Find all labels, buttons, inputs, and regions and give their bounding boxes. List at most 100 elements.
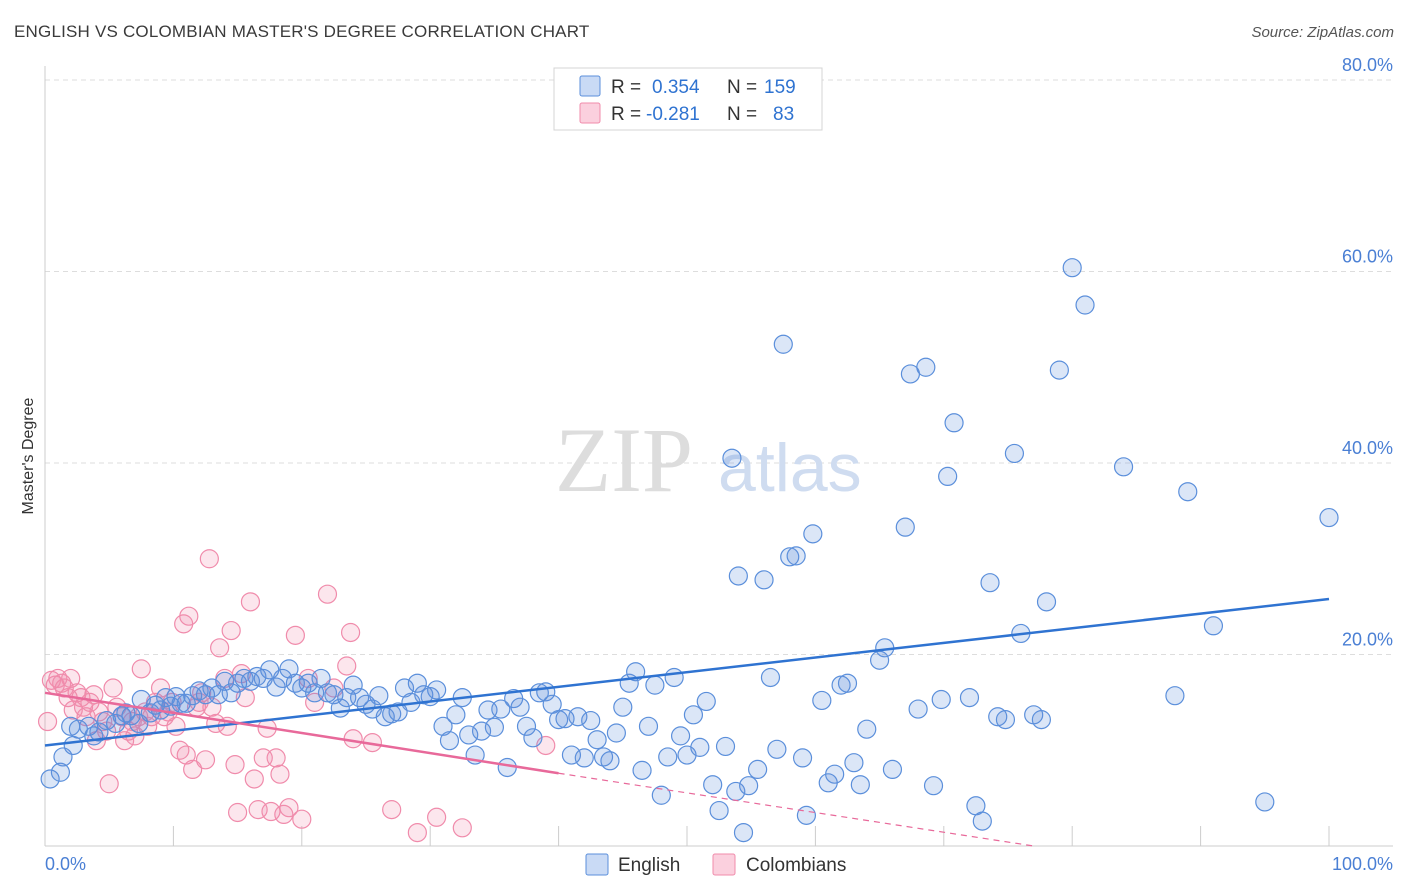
source-credit: Source: ZipAtlas.com — [1251, 24, 1394, 41]
colombians-point — [279, 798, 299, 818]
chart-title: ENGLISH VS COLOMBIAN MASTER'S DEGREE COR… — [14, 22, 590, 41]
english-point — [709, 800, 729, 821]
english-point — [298, 673, 318, 693]
english-point — [916, 357, 936, 377]
colombians-point — [340, 622, 361, 643]
english-point — [459, 725, 479, 745]
english-point — [40, 769, 60, 789]
legend-r-value-english: 0.354 — [652, 77, 700, 98]
english-point — [944, 413, 964, 433]
colombians-point — [244, 769, 264, 789]
english-point — [739, 776, 759, 796]
trend-lines — [44, 597, 1330, 847]
english-point — [1165, 686, 1185, 706]
legend-n-label-english: N = — [727, 77, 757, 98]
english-point — [63, 735, 83, 756]
colombians-point — [131, 659, 151, 679]
english-point — [995, 710, 1016, 730]
english-point — [780, 547, 800, 567]
english-point — [581, 710, 601, 731]
english-point — [471, 721, 492, 741]
legend-n-label-colombians: N = — [727, 104, 757, 125]
colombians-point — [99, 774, 119, 794]
colombians-point — [337, 656, 357, 676]
english-point — [748, 759, 768, 780]
english-point — [931, 689, 951, 710]
english-point — [613, 697, 633, 717]
bottom-legend-colombians: Colombians — [746, 855, 846, 876]
english-point — [394, 678, 415, 698]
english-point — [938, 466, 958, 487]
english-point — [696, 691, 716, 712]
english-point — [972, 811, 992, 831]
english-point — [959, 687, 980, 708]
colombians-point — [382, 800, 402, 820]
axes-layer — [44, 66, 1393, 847]
english-point — [587, 730, 607, 750]
y-tick-label: 80.0% — [1342, 55, 1393, 75]
english-point — [548, 710, 569, 730]
english-point — [516, 716, 537, 736]
colombians-point — [343, 729, 363, 749]
english-point — [658, 747, 678, 767]
english-point — [523, 728, 543, 748]
english-trend-line — [44, 597, 1330, 747]
colombians-point — [266, 748, 286, 768]
colombians-point — [37, 711, 58, 732]
english-point — [1075, 295, 1095, 315]
colombians-point — [292, 809, 312, 829]
english-point — [728, 566, 748, 586]
english-point — [491, 699, 511, 719]
legend-r-label-english: R = — [611, 77, 641, 98]
english-point — [171, 693, 191, 713]
english-point — [722, 448, 742, 468]
english-point — [760, 667, 781, 688]
english-point — [388, 702, 408, 722]
english-point — [754, 570, 774, 590]
english-point — [606, 723, 626, 743]
english-point — [311, 668, 331, 689]
colombians-point — [150, 678, 171, 698]
english-point — [733, 822, 754, 843]
english-point — [1178, 482, 1198, 502]
english-point — [988, 707, 1008, 727]
english-point — [1036, 592, 1057, 612]
grid-layer — [44, 79, 1393, 846]
colombians-point — [176, 745, 196, 765]
english-point — [427, 680, 447, 700]
colombians-point — [228, 802, 248, 823]
colombians-point — [317, 584, 338, 604]
y-tick-label: 20.0% — [1342, 630, 1393, 650]
colombians-point — [103, 678, 123, 698]
english-point — [50, 762, 71, 782]
english-point — [446, 705, 466, 725]
english-point — [773, 334, 793, 354]
bottom-legend-swatch-english — [585, 853, 609, 876]
english-point — [664, 667, 684, 688]
english-point — [343, 675, 363, 695]
english-point — [510, 697, 530, 717]
x-tick-label-max: 100.0% — [1332, 854, 1393, 874]
y-tick-label: 40.0% — [1342, 438, 1393, 458]
english-point — [626, 662, 646, 682]
tick-labels: 20.0% 40.0% 60.0% 80.0% 0.0% 100.0% — [45, 55, 1393, 874]
english-point — [221, 683, 241, 703]
colombians-point — [183, 759, 203, 780]
legend-swatch-english — [579, 75, 601, 97]
english-point — [439, 731, 460, 751]
english-point — [812, 690, 832, 711]
colombians-point — [179, 606, 199, 626]
legend-swatch-colombians — [579, 102, 601, 124]
english-point — [703, 775, 723, 795]
english-point — [638, 716, 659, 736]
english-point — [651, 785, 671, 805]
english-point — [1113, 457, 1134, 477]
english-point — [1319, 507, 1339, 528]
english-point — [670, 726, 691, 746]
colombians-point — [61, 668, 81, 689]
bottom-legend: English Colombians — [585, 853, 846, 876]
colombians-point — [202, 697, 222, 717]
english-point — [895, 517, 915, 537]
legend-n-value-colombians: 83 — [773, 104, 794, 125]
